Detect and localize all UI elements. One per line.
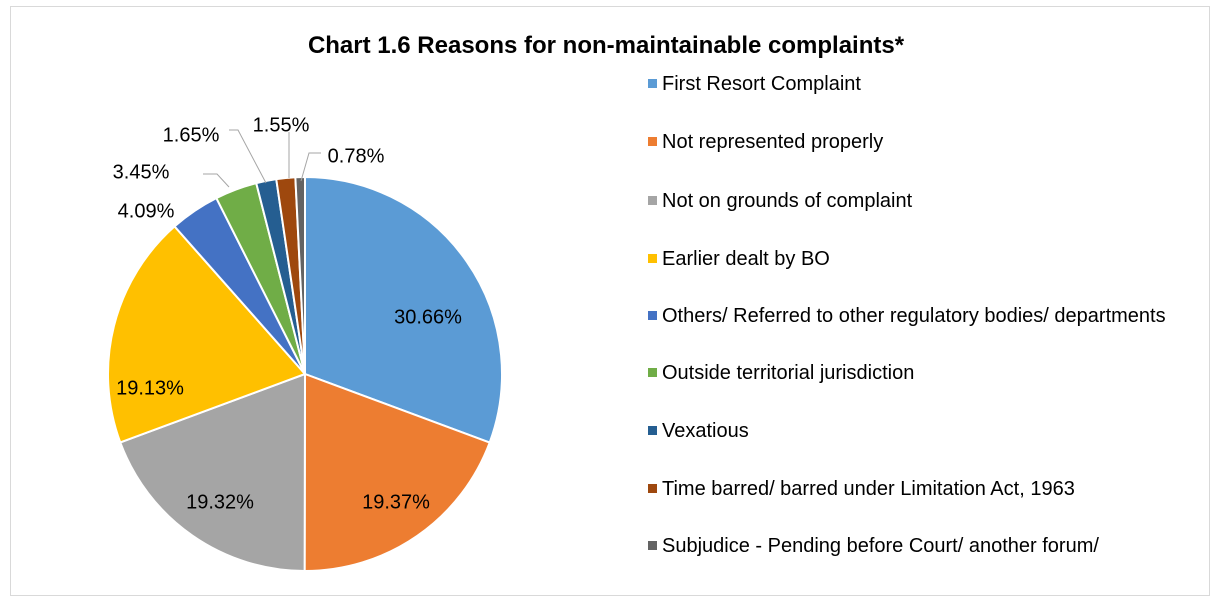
legend-swatch: [648, 541, 657, 550]
pie-slice-4: [107, 224, 307, 444]
legend-swatch: [648, 196, 657, 205]
data-label-8: 1.55%: [253, 114, 310, 136]
data-label-1: 30.66%: [394, 306, 462, 328]
data-label-7: 1.65%: [163, 124, 220, 146]
legend-label: Time barred/ barred under Limitation Act…: [662, 478, 1075, 500]
legend-swatch: [648, 368, 657, 377]
legend-label: Vexatious: [662, 420, 749, 442]
data-label-9: 0.78%: [328, 145, 385, 167]
legend-label: Subjudice - Pending before Court/ anothe…: [662, 535, 1099, 557]
legend-label: First Resort Complaint: [662, 73, 861, 95]
chart-title: Chart 1.6 Reasons for non-maintainable c…: [307, 32, 905, 59]
data-label-3: 19.32%: [186, 491, 254, 513]
leader-line-6: [203, 173, 230, 188]
data-label-2: 19.37%: [362, 491, 430, 513]
legend-label: Not on grounds of complaint: [662, 190, 913, 212]
data-label-6: 3.45%: [113, 161, 170, 183]
legend-label: Not represented properly: [662, 131, 884, 153]
legend-swatch: [648, 484, 657, 493]
legend-label: Others/ Referred to other regulatory bod…: [662, 305, 1166, 327]
legend-swatch: [648, 137, 657, 146]
legend-label: Earlier dealt by BO: [662, 248, 830, 270]
legend-swatch: [648, 79, 657, 88]
legend-swatch: [648, 426, 657, 435]
legend-swatch: [648, 311, 657, 320]
pie-slice-1: [304, 175, 503, 444]
legend-swatch: [648, 254, 657, 263]
data-label-5: 4.09%: [118, 200, 175, 222]
pie-chart: 30.66% 19.37% 19.32% 19.13% 4.09% 3.45% 1.65% 1…: [107, 114, 503, 573]
legend-label: Outside territorial jurisdiction: [662, 362, 915, 384]
leader-line-7: [229, 129, 267, 184]
pie-slice-2: [303, 372, 491, 573]
leader-line-9: [300, 152, 321, 182]
data-label-4: 19.13%: [116, 377, 184, 399]
pie-slice-3: [118, 372, 307, 573]
pie-slice-9: [294, 175, 306, 375]
